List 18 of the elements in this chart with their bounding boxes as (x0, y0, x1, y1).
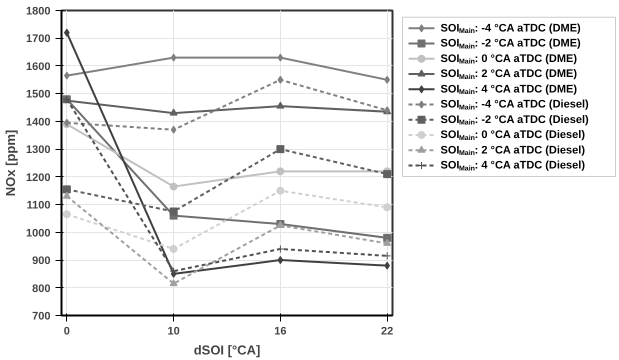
y-tick-label: 1500 (26, 88, 51, 101)
y-tick-label: 1400 (26, 116, 51, 128)
y-tick-label: 1100 (26, 200, 51, 212)
y-tick-label: 1300 (26, 144, 51, 156)
y-tick-label: 1000 (26, 227, 51, 240)
y-tick-label: 1200 (26, 172, 51, 184)
y-tick-label: 700 (32, 310, 51, 322)
y-tick-label: 900 (32, 255, 51, 268)
x-tick-label: 0 (64, 326, 70, 338)
y-tick-label: 1700 (26, 33, 51, 46)
x-axis-title: dSOI [°CA] (194, 342, 260, 358)
y-tick-label: 1800 (26, 6, 51, 18)
y-axis-title: NOx [ppm] (3, 130, 18, 196)
y-tick-label: 1600 (26, 60, 51, 73)
x-tick-label: 10 (167, 326, 180, 338)
y-tick-label: 800 (32, 282, 51, 295)
x-tick-label: 16 (274, 326, 287, 338)
x-tick-label: 22 (381, 326, 394, 338)
